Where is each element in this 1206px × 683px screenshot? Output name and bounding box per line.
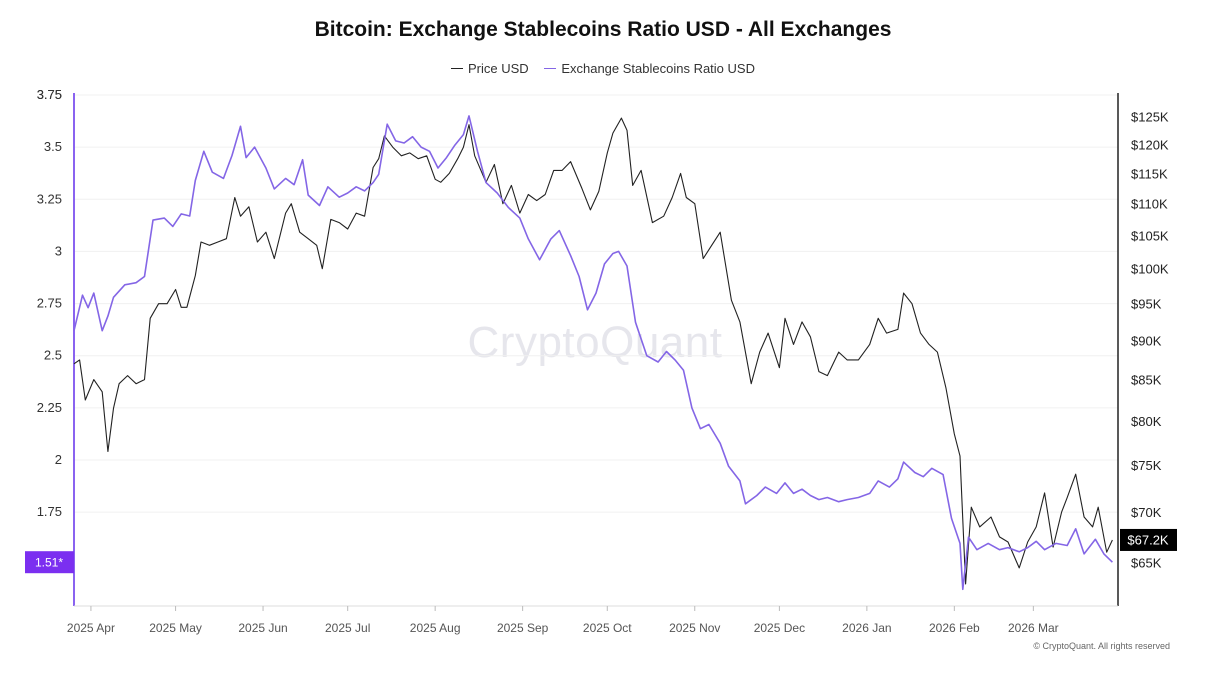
x-tick-label: 2025 Dec xyxy=(754,621,805,635)
y-left-tick-label: 2.75 xyxy=(37,296,62,311)
x-tick-label: 2025 Jun xyxy=(238,621,287,635)
x-tick-label: 2025 Sep xyxy=(497,621,549,635)
chart-title: Bitcoin: Exchange Stablecoins Ratio USD … xyxy=(314,18,892,41)
y-right-tick-label: $80K xyxy=(1131,414,1162,429)
y-right-tick-label: $100K xyxy=(1131,262,1169,277)
y-right-tick-label: $125K xyxy=(1131,109,1169,124)
x-tick-label: 2025 May xyxy=(149,621,202,635)
x-tick-label: 2026 Mar xyxy=(1008,621,1059,635)
ratio-series-line xyxy=(73,115,1113,591)
copyright-notice: © CryptoQuant. All rights reserved xyxy=(1033,641,1170,651)
x-tick-label: 2025 Oct xyxy=(583,621,632,635)
y-left-tick-label: 3.5 xyxy=(44,139,62,154)
price-swatch xyxy=(451,67,463,69)
y-left-tick-label: 2.25 xyxy=(37,400,62,415)
y-left-tick-label: 3 xyxy=(55,243,62,258)
x-tick-label: 2025 Apr xyxy=(67,621,115,635)
y-right-tick-label: $75K xyxy=(1131,458,1162,473)
ratio-current-badge xyxy=(25,551,74,574)
price-series-line xyxy=(73,117,1113,585)
y-left-tick-label: 2.5 xyxy=(44,348,62,363)
y-left-tick-label: 2 xyxy=(55,452,62,467)
legend-item-price[interactable]: Price USD xyxy=(451,61,529,76)
legend-item-ratio[interactable]: Exchange Stablecoins Ratio USD xyxy=(544,61,755,76)
ratio-current-label: 1.51* xyxy=(35,556,63,570)
x-tick-label: 2026 Feb xyxy=(929,621,980,635)
y-right-tick-label: $90K xyxy=(1131,334,1162,349)
y-right-tick-label: $105K xyxy=(1131,228,1169,243)
x-tick-label: 2025 Aug xyxy=(410,621,461,635)
y-right-tick-label: $65K xyxy=(1131,556,1162,571)
legend-label-price: Price USD xyxy=(468,60,529,76)
y-left-tick-label: 1.75 xyxy=(37,504,62,519)
y-right-tick-label: $110K xyxy=(1131,197,1168,212)
legend-label-ratio: Exchange Stablecoins Ratio USD xyxy=(561,60,755,76)
y-right-tick-label: $85K xyxy=(1131,373,1162,388)
y-right-tick-label: $70K xyxy=(1131,505,1162,520)
x-tick-label: 2025 Nov xyxy=(669,621,720,635)
y-right-tick-label: $115K xyxy=(1131,166,1168,181)
x-tick-label: 2025 Jul xyxy=(325,621,370,635)
y-left-tick-label: 3.25 xyxy=(37,191,62,206)
price-current-badge xyxy=(1120,528,1177,551)
watermark: CryptoQuant xyxy=(467,318,723,367)
y-left-tick-label: 3.75 xyxy=(37,87,62,102)
ratio-swatch xyxy=(544,67,557,69)
price-current-label: $67.2K xyxy=(1127,532,1169,547)
x-tick-label: 2026 Jan xyxy=(842,621,891,635)
y-right-tick-label: $95K xyxy=(1131,297,1162,312)
legend: Price USD Exchange Stablecoins Ratio USD xyxy=(0,57,1206,76)
y-left-tick-label: 3.75 xyxy=(37,87,62,102)
y-right-tick-label: $120K xyxy=(1131,137,1169,152)
